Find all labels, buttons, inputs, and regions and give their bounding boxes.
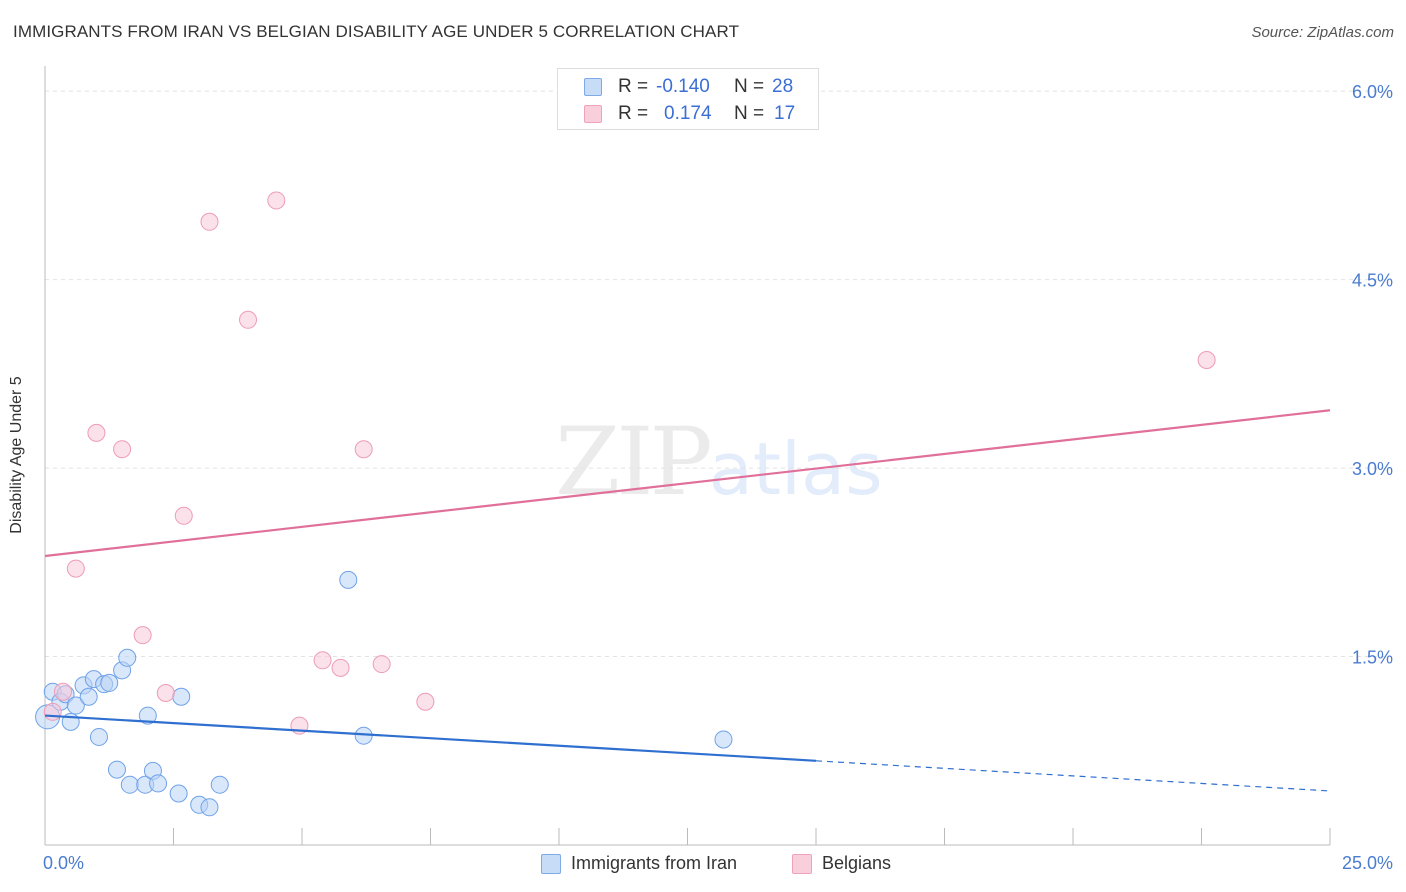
y-axis-label: Disability Age Under 5 xyxy=(8,376,25,534)
watermark-zip: ZIP xyxy=(555,408,713,517)
belgians-point xyxy=(372,655,391,674)
chart-title: IMMIGRANTS FROM IRAN VS BELGIAN DISABILI… xyxy=(13,22,740,41)
iran-point xyxy=(100,673,119,692)
y-tick-label: 6.0% xyxy=(1352,82,1393,102)
iran-trend-line xyxy=(44,714,817,762)
iran-point xyxy=(66,696,85,715)
belgians-point xyxy=(133,626,152,645)
correlation-legend: R = -0.140 N = 28 R = 0.174 N = 17 xyxy=(557,68,819,130)
belgians-point xyxy=(156,683,175,702)
legend-n-label: N = xyxy=(734,103,765,124)
belgians-point xyxy=(331,658,350,677)
y-tick-label: 4.5% xyxy=(1352,271,1393,291)
watermark: ZIPatlas xyxy=(555,408,883,517)
legend-n-value: 28 xyxy=(772,76,794,97)
series-label-iran: Immigrants from Iran xyxy=(571,853,738,873)
source-credit: Source: ZipAtlas.com xyxy=(1251,24,1394,41)
iran-point xyxy=(714,730,733,749)
y-tick-label: 3.0% xyxy=(1352,459,1393,479)
legend-r-value: -0.140 xyxy=(656,76,710,97)
iran-point xyxy=(169,784,188,803)
legend-swatch-belgians xyxy=(584,105,602,123)
belgians-point xyxy=(1197,351,1216,370)
belgians-point xyxy=(174,506,193,525)
belgians-point xyxy=(416,692,435,711)
legend-r-value: 0.174 xyxy=(664,103,712,124)
belgians-point xyxy=(239,310,258,329)
watermark-atlas: atlas xyxy=(708,427,883,511)
legend-swatch-iran xyxy=(584,78,602,96)
iran-point xyxy=(210,775,229,794)
belgians-point xyxy=(113,440,132,459)
legend-n-value: 17 xyxy=(774,103,796,124)
iran-trend-extension xyxy=(815,760,1331,792)
belgians-point xyxy=(87,423,106,442)
legend-n-label: N = xyxy=(734,76,765,97)
belgians-point xyxy=(43,702,62,721)
iran-point xyxy=(89,727,108,746)
iran-point xyxy=(149,774,168,793)
belgians-point xyxy=(66,559,85,578)
belgians-point xyxy=(313,651,332,670)
iran-point xyxy=(107,760,126,779)
belgians-point xyxy=(354,440,373,459)
iran-point xyxy=(120,775,139,794)
iran-point xyxy=(200,798,219,817)
belgians-trend-line xyxy=(44,409,1331,558)
legend-r-label: R = xyxy=(618,76,649,97)
iran-point xyxy=(138,706,157,725)
belgians-point xyxy=(200,212,219,231)
series-swatch-belgians xyxy=(792,854,812,874)
x-tick-label: 25.0% xyxy=(1342,853,1393,873)
belgians-point xyxy=(53,682,72,701)
iran-point xyxy=(118,648,137,667)
iran-point xyxy=(79,687,98,706)
series-label-belgians: Belgians xyxy=(822,853,892,873)
iran-point xyxy=(339,570,358,589)
belgians-point xyxy=(267,191,286,210)
series-swatch-iran xyxy=(541,854,561,874)
iran-point xyxy=(172,687,191,706)
legend-r-label: R = xyxy=(618,103,649,124)
x-tick-label: 0.0% xyxy=(43,853,84,873)
y-tick-label: 1.5% xyxy=(1352,648,1393,668)
